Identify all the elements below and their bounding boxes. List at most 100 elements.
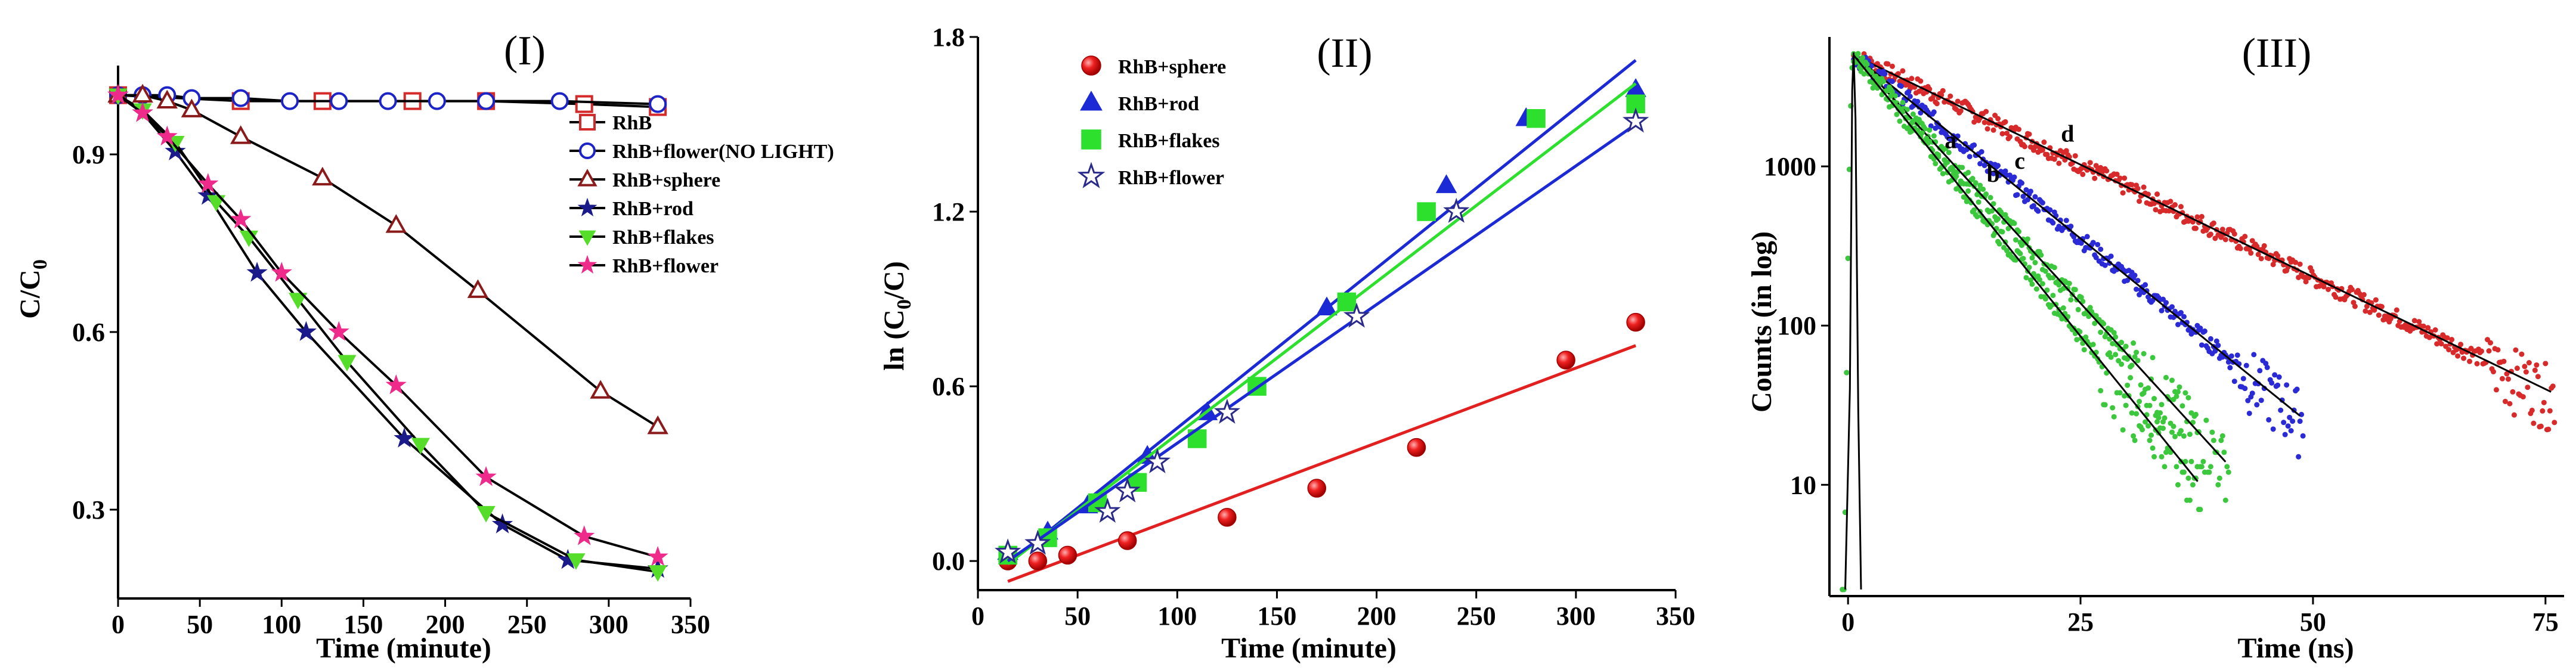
decay-point	[1983, 191, 1989, 197]
decay-point	[2013, 237, 2019, 243]
decay-point	[2125, 277, 2131, 283]
decay-point	[1931, 109, 1937, 115]
decay-point	[2132, 354, 2138, 360]
x-axis-title: Time (minute)	[1221, 632, 1397, 664]
decay-point	[2169, 377, 2175, 383]
data-point	[230, 125, 252, 144]
decay-point	[2026, 265, 2032, 271]
decay-point	[2522, 364, 2528, 370]
decay-point	[1918, 110, 1924, 116]
decay-point	[2051, 265, 2057, 271]
decay-point	[2213, 338, 2219, 344]
y-axis-title: C/C0	[14, 259, 51, 319]
decay-point	[2123, 343, 2129, 349]
decay-point	[2135, 358, 2141, 364]
decay-point	[2140, 427, 2145, 433]
decay-point	[2185, 395, 2191, 401]
decay-point	[2137, 399, 2142, 405]
decay-point	[1990, 201, 1996, 207]
curve-label: c	[2014, 147, 2025, 174]
decay-point	[1889, 89, 1895, 95]
decay-point	[2080, 299, 2086, 305]
decay-point	[2281, 420, 2287, 426]
decay-point	[2056, 224, 2062, 229]
decay-point	[2287, 414, 2293, 420]
decay-point	[2159, 308, 2165, 314]
decay-point	[2367, 309, 2373, 315]
decay-point	[1973, 180, 1979, 186]
decay-point	[2547, 408, 2553, 414]
decay-point	[2187, 432, 2193, 438]
decay-point	[2005, 225, 2011, 231]
data-point	[1218, 508, 1237, 527]
decay-point	[2178, 204, 2184, 210]
decay-point	[2523, 369, 2529, 375]
decay-point	[2546, 426, 2552, 432]
x-tick-label: 25	[2067, 607, 2094, 637]
decay-point	[2007, 134, 2013, 139]
data-point	[385, 374, 407, 395]
data-point	[246, 262, 268, 282]
decay-point	[2150, 297, 2156, 303]
decay-point	[2123, 402, 2129, 408]
decay-point	[2163, 374, 2169, 380]
decay-point	[2349, 287, 2355, 293]
decay-point	[2525, 384, 2531, 390]
decay-point	[2120, 190, 2126, 196]
decay-point	[2141, 390, 2147, 396]
fit-curve	[1853, 54, 2301, 417]
decay-point	[2026, 131, 2032, 137]
decay-point	[1900, 100, 1906, 106]
decay-point	[2276, 374, 2282, 380]
decay-point	[2080, 172, 2086, 178]
decay-point	[1928, 123, 1934, 129]
decay-point	[2017, 251, 2023, 257]
decay-point	[2122, 393, 2128, 399]
decay-point	[2098, 246, 2104, 252]
decay-point	[2249, 238, 2255, 244]
data-point	[649, 95, 667, 113]
decay-point	[1898, 83, 1904, 89]
fit-line	[1007, 82, 1637, 566]
decay-point	[2125, 382, 2131, 388]
series-rhb-flower	[107, 84, 668, 566]
decay-point	[2104, 168, 2110, 174]
decay-point	[2172, 433, 2178, 439]
decay-point	[2242, 386, 2248, 392]
decay-point	[2041, 139, 2047, 145]
decay-point	[2297, 418, 2303, 424]
panel-label: (I)	[504, 28, 546, 74]
data-point	[312, 166, 333, 186]
decay-point	[2035, 208, 2041, 214]
decay-point	[2361, 291, 2367, 297]
series-rhb-sphere	[107, 83, 668, 435]
decay-point	[2486, 348, 2492, 354]
decay-point	[1974, 191, 1980, 197]
data-point	[132, 101, 153, 122]
legend-marker	[579, 142, 596, 159]
decay-point	[2531, 420, 2537, 426]
decay-point	[2042, 296, 2048, 302]
decay-point	[2275, 382, 2281, 388]
decay-point	[2150, 355, 2156, 361]
decay-point	[2270, 262, 2276, 268]
panel-kinetic-fit: (II) 0 50 100 150 200 250 300 350 0.0 0.6 1.2 1.8 Rh…	[878, 23, 1695, 664]
decay-point	[2075, 306, 2081, 312]
legend-label: RhB+flower	[612, 255, 719, 277]
data-point	[132, 83, 153, 103]
decay-point	[2056, 282, 2062, 288]
decay-point	[1984, 126, 1990, 132]
data-point	[1213, 398, 1241, 424]
data-point	[550, 92, 569, 110]
decay-point	[1922, 126, 1928, 132]
data-point	[1527, 109, 1546, 128]
decay-point	[2090, 342, 2096, 348]
decay-point	[2092, 320, 2098, 326]
legend-label: RhB+sphere	[612, 169, 720, 191]
legend-marker	[1081, 129, 1101, 150]
decay-point	[2363, 308, 2368, 314]
decay-point	[2033, 286, 2039, 292]
decay-point	[1936, 152, 1942, 158]
data-point	[1435, 174, 1457, 193]
curve-label: b	[1987, 160, 2000, 187]
